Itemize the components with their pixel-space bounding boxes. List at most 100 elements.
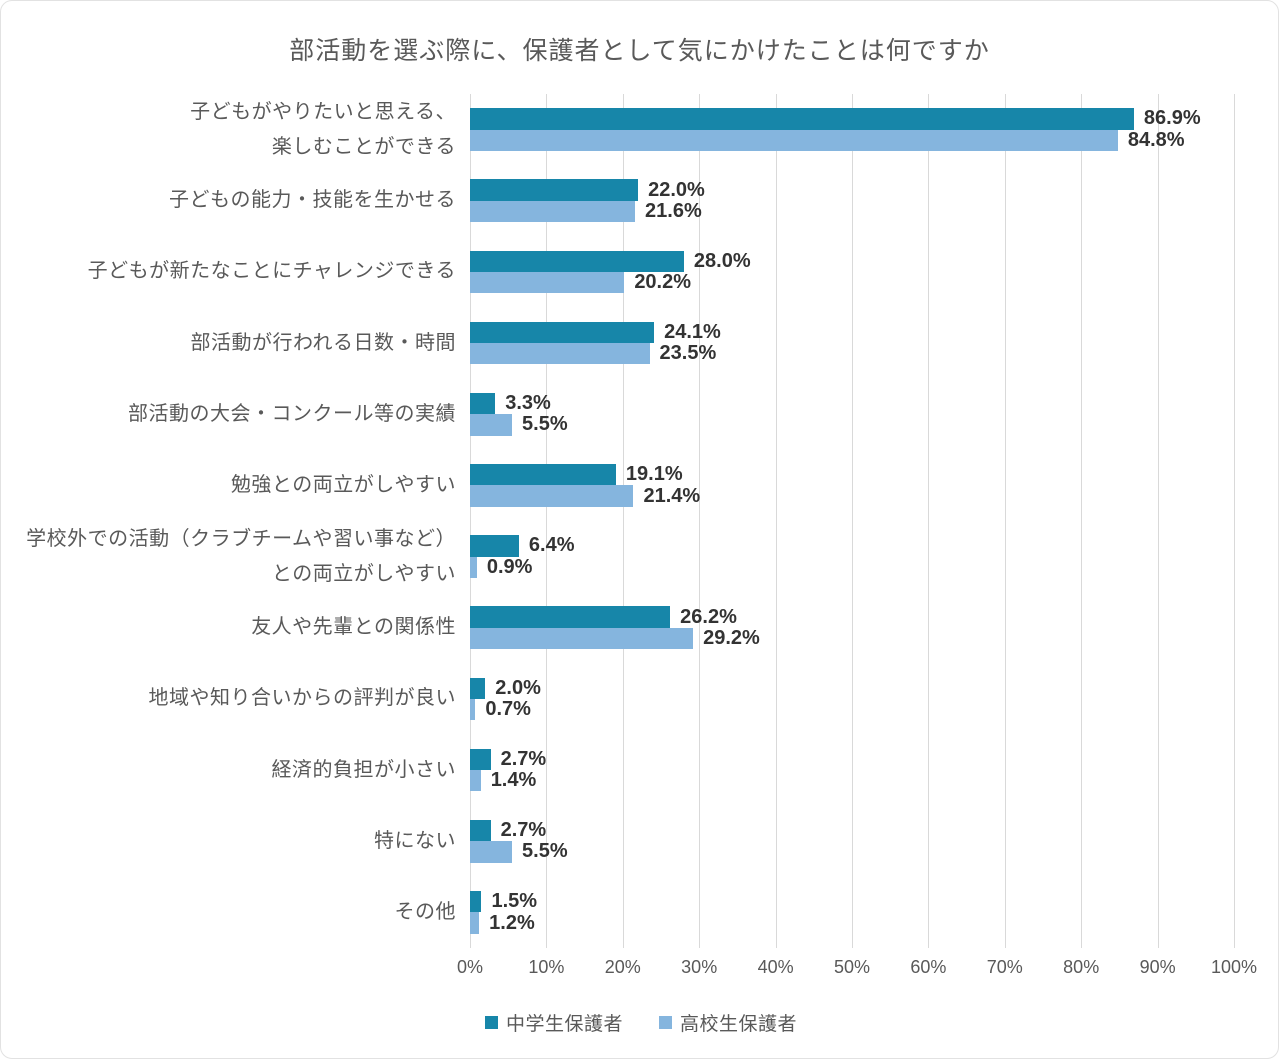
chart-row: 子どもがやりたいと思える、 楽しむことができる 86.9% 84.8% (1, 94, 1278, 165)
value-label: 29.2% (703, 626, 760, 649)
x-axis-tick: 30% (681, 957, 718, 977)
bar-高校生保護者 (470, 200, 636, 223)
gridline (470, 94, 471, 948)
bar-高校生保護者 (470, 556, 477, 578)
value-label: 6.4% (528, 534, 575, 557)
legend-item: 中学生保護者 (484, 1009, 623, 1036)
chart-row: 特にない 2.7% 5.5% (1, 806, 1278, 877)
bar-中学生保護者 (470, 677, 486, 699)
category-label: 地域や知り合いからの評判が良い (148, 687, 456, 710)
value-label: 2.0% (495, 676, 541, 699)
value-label: 23.5% (659, 342, 717, 365)
chart-row: 学校外での活動（クラブチームや習い事など） との両立がしやすい 6.4% 0.9% (1, 521, 1278, 592)
value-label: 1.2% (489, 911, 535, 934)
chart-title: 部活動を選ぶ際に、保護者として気にかけたことは何ですか (289, 37, 990, 65)
chart-row: 経済的負担が小さい 2.7% 1.4% (1, 735, 1278, 806)
value-label: 3.3% (505, 392, 551, 415)
chart-row: その他 1.5% 1.2% (1, 877, 1278, 948)
value-label: 5.5% (522, 413, 568, 436)
bar-中学生保護者 (470, 250, 684, 272)
category-label: 部活動の大会・コンクール等の実績 (128, 402, 456, 425)
x-axis-tick: 20% (604, 957, 641, 977)
category-label: 経済的負担が小さい (271, 758, 456, 781)
bar-中学生保護者 (470, 321, 655, 344)
gridline (1157, 94, 1159, 948)
x-axis-tick: 10% (528, 957, 565, 977)
bar-中学生保護者 (470, 891, 482, 913)
x-axis-tick: 40% (757, 957, 794, 977)
gridline (546, 94, 548, 948)
bar-中学生保護者 (470, 535, 519, 557)
x-axis-tick: 50% (833, 957, 871, 977)
value-label: 84.8% (1127, 128, 1185, 151)
x-axis-tick: 0% (456, 957, 484, 977)
x-axis-tick: 100% (1210, 957, 1258, 977)
gridline (1081, 94, 1083, 948)
legend-label: 高校生保護者 (680, 1014, 798, 1035)
value-label: 0.9% (486, 555, 533, 578)
value-label: 1.5% (491, 890, 538, 913)
value-label: 1.4% (490, 769, 537, 792)
bar-中学生保護者 (470, 819, 491, 842)
gridline (699, 94, 701, 948)
chart-row: 部活動の大会・コンクール等の実績 3.3% 5.5% (1, 379, 1278, 450)
bar-中学生保護者 (470, 179, 639, 201)
x-axis-tick: 80% (1063, 957, 1100, 977)
x-axis-tick: 90% (1139, 957, 1176, 977)
bar-高校生保護者 (470, 698, 476, 721)
bar-高校生保護者 (470, 271, 625, 294)
x-axis-tick: 70% (986, 957, 1023, 977)
value-label: 22.0% (648, 178, 705, 201)
category-label: 特にない (374, 829, 456, 852)
category-label: 子どもがやりたいと思える、 楽しむことができる (190, 100, 456, 158)
chart-row: 部活動が行われる日数・時間 24.1% 23.5% (1, 308, 1278, 379)
value-label: 24.1% (664, 320, 721, 343)
bar-中学生保護者 (470, 108, 1134, 130)
value-label: 28.0% (693, 249, 751, 272)
bar-高校生保護者 (470, 485, 634, 507)
value-label: 2.7% (500, 819, 547, 842)
gridline (852, 94, 853, 948)
x-axis: 0% 10% 20% 30% 40% 50% 60% 70% 80% 90% 100% (1, 957, 1278, 983)
value-label: 21.6% (645, 199, 702, 222)
bar-高校生保護者 (470, 841, 513, 863)
value-label: 26.2% (680, 605, 737, 628)
value-label: 20.2% (634, 271, 692, 294)
value-label: 86.9% (1143, 107, 1201, 130)
bar-中学生保護者 (470, 464, 616, 486)
chart-row: 勉強との両立がしやすい 19.1% 21.4% (1, 450, 1278, 521)
category-label: その他 (394, 900, 456, 923)
legend: 中学生保護者 高校生保護者 (1, 1009, 1278, 1036)
bar-高校生保護者 (470, 343, 650, 365)
value-label: 19.1% (625, 463, 683, 486)
legend-swatch (659, 1016, 672, 1029)
chart-row: 子どもが新たなことにチャレンジできる 28.0% 20.2% (1, 236, 1278, 307)
bar-高校生保護者 (470, 770, 481, 792)
value-label: 0.7% (485, 698, 531, 721)
gridline (1004, 94, 1006, 948)
gridline (775, 94, 777, 948)
category-label: 子どもの能力・技能を生かせる (169, 189, 456, 212)
bar-高校生保護者 (470, 627, 694, 650)
category-label: 友人や先輩との関係性 (251, 616, 456, 639)
category-label: 子どもが新たなことにチャレンジできる (87, 260, 456, 283)
bar-chart-plot-area: 子どもがやりたいと思える、 楽しむことができる 86.9% 84.8% 子どもの能力・… (1, 94, 1278, 948)
chart-row: 地域や知り合いからの評判が良い 2.0% 0.7% (1, 663, 1278, 734)
legend-item: 高校生保護者 (659, 1009, 797, 1036)
value-label: 5.5% (522, 840, 568, 863)
category-label: 学校外での活動（クラブチームや習い事など） との両立がしやすい (26, 527, 456, 585)
gridline (928, 94, 930, 948)
bar-中学生保護者 (470, 606, 671, 628)
bar-中学生保護者 (470, 748, 491, 771)
chart-row: 友人や先輩との関係性 26.2% 29.2% (1, 592, 1278, 663)
value-label: 21.4% (643, 484, 701, 507)
x-axis-tick: 60% (910, 957, 947, 977)
category-label: 部活動が行われる日数・時間 (190, 331, 456, 354)
bar-高校生保護者 (470, 414, 513, 436)
gridline (1234, 94, 1235, 948)
chart-row: 子どもの能力・技能を生かせる 22.0% 21.6% (1, 165, 1278, 236)
bar-中学生保護者 (470, 392, 496, 415)
legend-label: 中学生保護者 (505, 1014, 623, 1035)
gridline (622, 94, 624, 948)
